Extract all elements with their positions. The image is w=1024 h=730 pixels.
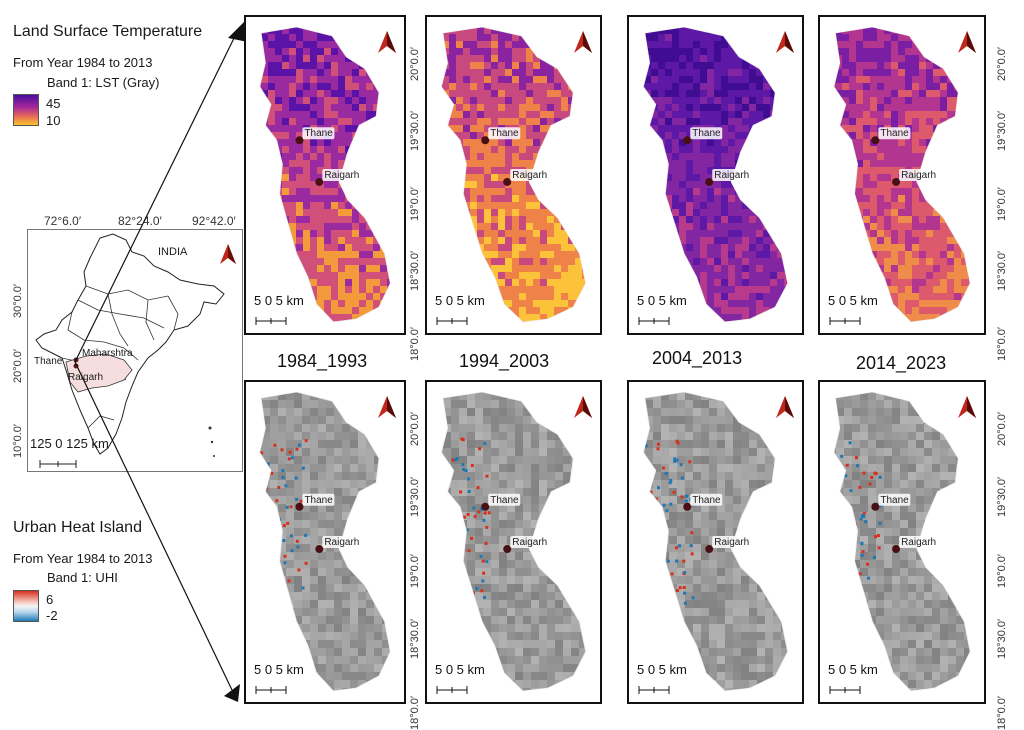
scale-label: 5 0 5 km <box>254 293 304 308</box>
thane-marker <box>481 136 489 144</box>
district-map-svg: Thane Raigarh <box>427 382 600 702</box>
lat-tick-label: 18°0.0′ <box>996 327 1008 361</box>
lat-tick-label: 18°30.0′ <box>409 619 421 659</box>
lat-tick-label: 19°0.0′ <box>996 187 1008 221</box>
scale-bar <box>437 686 467 694</box>
lat-tick-label: 19°0.0′ <box>409 187 421 221</box>
lst-map-panel-4: Thane Raigarh 5 0 5 km <box>818 15 986 335</box>
raigarh-marker <box>705 178 713 186</box>
thane-marker <box>481 503 489 511</box>
raigarh-marker <box>892 178 900 186</box>
lat-tick-label: 20°0.0′ <box>996 47 1008 81</box>
period-label-4: 2014_2023 <box>856 353 946 374</box>
thane-marker <box>683 136 691 144</box>
lat-tick-label: 18°0.0′ <box>409 696 421 730</box>
lst-map-panel-3: Thane Raigarh 5 0 5 km <box>627 15 804 335</box>
north-arrow-icon <box>776 396 794 418</box>
lat-tick-label: 18°30.0′ <box>409 251 421 291</box>
thane-label: Thane <box>880 128 909 139</box>
lst-map-panel-1: Thane Raigarh 5 0 5 km <box>244 15 406 335</box>
scale-label: 5 0 5 km <box>435 662 485 677</box>
north-arrow-icon <box>574 396 592 418</box>
lat-tick-label: 18°30.0′ <box>996 619 1008 659</box>
scale-bar <box>256 686 286 694</box>
thane-label: Thane <box>692 495 721 506</box>
scale-bar <box>639 686 669 694</box>
scale-label: 5 0 5 km <box>254 662 304 677</box>
north-arrow-icon <box>574 31 592 53</box>
district-map-svg: Thane Raigarh <box>820 17 984 333</box>
raigarh-marker <box>892 545 900 553</box>
lat-tick-label: 18°0.0′ <box>996 696 1008 730</box>
lat-tick-label: 19°30.0′ <box>409 477 421 517</box>
scale-bar <box>830 686 860 694</box>
raigarh-marker <box>705 545 713 553</box>
connector-line-top <box>75 30 238 362</box>
lat-tick-label: 19°30.0′ <box>996 111 1008 151</box>
district-map-svg: Thane Raigarh <box>427 17 600 333</box>
thane-marker <box>871 503 879 511</box>
lat-tick-label: 19°30.0′ <box>409 111 421 151</box>
uhi-map-panel-3: Thane Raigarh 5 0 5 km <box>627 380 804 704</box>
scale-bar <box>437 317 467 325</box>
scale-bar <box>639 317 669 325</box>
thane-marker <box>295 503 303 511</box>
raigarh-label: Raigarh <box>901 170 936 181</box>
north-arrow-icon <box>776 31 794 53</box>
raigarh-marker <box>503 178 511 186</box>
thane-label: Thane <box>490 128 519 139</box>
scale-bar <box>830 317 860 325</box>
period-label-3: 2004_2013 <box>652 348 742 369</box>
lat-tick-label: 19°30.0′ <box>996 477 1008 517</box>
scale-bar <box>256 317 286 325</box>
district-map-svg: Thane Raigarh <box>629 17 802 333</box>
uhi-map-panel-4: Thane Raigarh 5 0 5 km <box>818 380 986 704</box>
lat-tick-label: 20°0.0′ <box>409 47 421 81</box>
thane-label: Thane <box>880 495 909 506</box>
thane-label: Thane <box>490 495 519 506</box>
raigarh-marker <box>503 545 511 553</box>
raigarh-label: Raigarh <box>901 537 936 548</box>
north-arrow-icon <box>958 31 976 53</box>
uhi-map-panel-2: Thane Raigarh 5 0 5 km <box>425 380 602 704</box>
lat-tick-label: 19°0.0′ <box>409 554 421 588</box>
raigarh-label: Raigarh <box>324 170 359 181</box>
lat-tick-label: 20°0.0′ <box>996 412 1008 446</box>
connector-line-bottom <box>75 362 232 690</box>
period-label-2: 1994_2003 <box>459 351 549 372</box>
scale-label: 5 0 5 km <box>637 293 687 308</box>
district-map-svg: Thane Raigarh <box>246 17 404 333</box>
raigarh-label: Raigarh <box>512 170 547 181</box>
thane-label: Thane <box>692 128 721 139</box>
district-map-svg: Thane Raigarh <box>246 382 404 702</box>
raigarh-label: Raigarh <box>324 537 359 548</box>
north-arrow-icon <box>958 396 976 418</box>
district-map-svg: Thane Raigarh <box>629 382 802 702</box>
thane-marker <box>295 136 303 144</box>
thane-marker <box>871 136 879 144</box>
district-map-svg: Thane Raigarh <box>820 382 984 702</box>
lat-tick-label: 20°0.0′ <box>409 412 421 446</box>
thane-label: Thane <box>304 495 333 506</box>
thane-label: Thane <box>304 128 333 139</box>
thane-marker <box>683 503 691 511</box>
raigarh-label: Raigarh <box>714 170 749 181</box>
scale-label: 5 0 5 km <box>435 293 485 308</box>
north-arrow-icon <box>378 31 396 53</box>
raigarh-label: Raigarh <box>512 537 547 548</box>
raigarh-marker <box>315 178 323 186</box>
connector-arrow-bottom <box>224 684 240 702</box>
lst-map-panel-2: Thane Raigarh 5 0 5 km <box>425 15 602 335</box>
raigarh-marker <box>315 545 323 553</box>
north-arrow-icon <box>378 396 396 418</box>
scale-label: 5 0 5 km <box>637 662 687 677</box>
scale-label: 5 0 5 km <box>828 662 878 677</box>
lat-tick-label: 18°30.0′ <box>996 251 1008 291</box>
period-label-1: 1984_1993 <box>277 351 367 372</box>
scale-label: 5 0 5 km <box>828 293 878 308</box>
uhi-map-panel-1: Thane Raigarh 5 0 5 km <box>244 380 406 704</box>
raigarh-label: Raigarh <box>714 537 749 548</box>
lat-tick-label: 19°0.0′ <box>996 554 1008 588</box>
lat-tick-label: 18°0.0′ <box>409 327 421 361</box>
